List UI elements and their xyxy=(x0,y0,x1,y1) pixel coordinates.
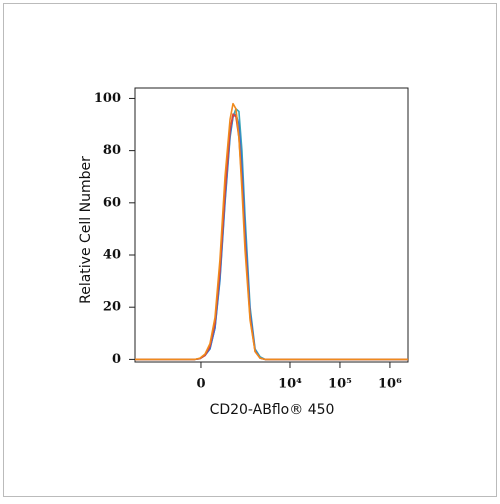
histogram-line xyxy=(135,108,408,361)
x-tick-label: 0 xyxy=(196,377,205,392)
x-tick-label: 10⁵ xyxy=(328,377,352,392)
x-tick-label: 10⁴ xyxy=(278,377,302,392)
y-tick-label: 0 xyxy=(112,352,121,367)
frame xyxy=(3,3,497,497)
y-tick-label: 60 xyxy=(103,195,121,210)
histogram-line xyxy=(135,102,408,361)
plot-box xyxy=(134,87,409,363)
x-tick-label: 10⁶ xyxy=(378,377,402,392)
histogram-line xyxy=(135,113,408,361)
y-axis-label: Relative Cell Number xyxy=(78,156,94,304)
x-axis-label: CD20-ABflo® 450 xyxy=(210,402,335,418)
histogram-line xyxy=(135,113,408,361)
y-tick-label: 40 xyxy=(103,248,121,263)
y-tick-label: 100 xyxy=(94,91,121,106)
y-tick-label: 20 xyxy=(103,300,121,315)
y-tick-label: 80 xyxy=(103,143,121,158)
